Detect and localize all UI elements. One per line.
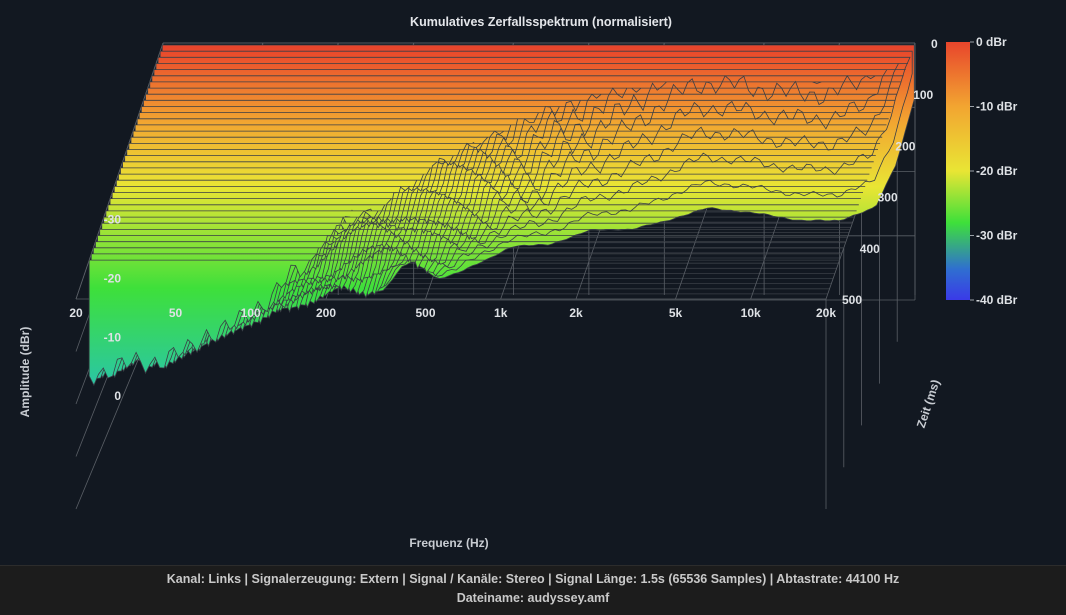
x-tick-label: 500	[415, 306, 435, 320]
x-tick-label: 50	[169, 306, 183, 320]
x-tick-label: 100	[241, 306, 261, 320]
z-axis-label: Zeit (ms)	[914, 378, 943, 430]
y-axis-label: Amplitude (dBr)	[18, 327, 32, 418]
waterfall-chart-svg: Kumulatives Zerfallsspektrum (normalisie…	[18, 15, 1018, 550]
x-tick-label: 10k	[741, 306, 761, 320]
footer-signal-info: Kanal: Links | Signalerzeugung: Extern |…	[166, 572, 900, 586]
z-tick-label: 200	[895, 139, 915, 153]
y-axis-ticks: 0 -10 -20 -30	[104, 213, 122, 404]
status-footer: Kanal: Links | Signalerzeugung: Extern |…	[0, 565, 1066, 615]
decay-slice	[88, 259, 840, 387]
chart-title: Kumulatives Zerfallsspektrum (normalisie…	[410, 15, 672, 29]
x-tick-label: 5k	[669, 306, 683, 320]
x-tick-label: 2k	[569, 306, 583, 320]
y-tick-label: -10	[104, 330, 122, 344]
colorbar-ticks: 0 dBr -10 dBr -20 dBr -30 dBr -40 dBr	[970, 35, 1018, 307]
footer-filename: Dateiname: audyssey.amf	[456, 591, 610, 605]
colorbar-tick-label: -20 dBr	[976, 164, 1018, 178]
grid-line-side-horizontal	[75, 42, 164, 300]
z-tick-label: 400	[860, 242, 880, 256]
colorbar-tick-label: -40 dBr	[976, 293, 1018, 307]
z-axis-ticks: 0 100 200 300 400 500	[842, 37, 938, 307]
x-axis-label: Frequenz (Hz)	[409, 536, 488, 550]
x-tick-label: 200	[316, 306, 336, 320]
x-tick-label: 20	[69, 306, 83, 320]
colorbar-tick-label: -30 dBr	[976, 229, 1018, 243]
y-tick-label: -30	[104, 213, 122, 227]
colorbar-tick-label: -10 dBr	[976, 100, 1018, 114]
waterfall-surface	[88, 44, 915, 387]
x-tick-label: 20k	[816, 306, 836, 320]
colorbar	[946, 42, 970, 300]
z-tick-label: 500	[842, 293, 862, 307]
z-tick-label: 300	[878, 191, 898, 205]
waterfall-plot: Kumulatives Zerfallsspektrum (normalisie…	[18, 15, 1018, 550]
y-tick-label: -20	[104, 271, 122, 285]
x-axis-ticks: 20 50 100 200 500 1k 2k 5k 10k 20k	[69, 306, 836, 320]
y-tick-label: 0	[114, 389, 121, 403]
z-tick-label: 0	[931, 37, 938, 51]
colorbar-tick-label: 0 dBr	[976, 35, 1007, 49]
x-tick-label: 1k	[494, 306, 508, 320]
z-tick-label: 100	[913, 88, 933, 102]
